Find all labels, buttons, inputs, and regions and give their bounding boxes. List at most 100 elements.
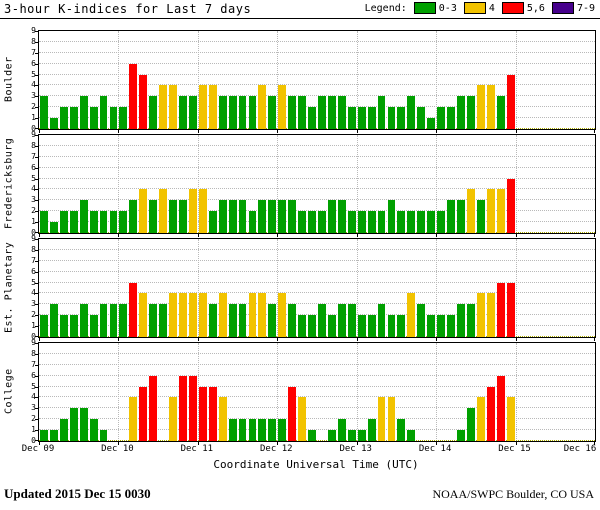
k-index-bar [496,189,505,233]
day-gridline [277,135,279,233]
k-index-bar [318,96,326,129]
day-gridline [118,239,120,337]
y-tick-label: 2 [31,310,36,320]
k-index-bar [268,200,277,233]
x-tick [277,233,279,237]
y-tick [35,315,39,317]
k-index-bar [318,304,326,337]
k-index-bar [457,200,465,233]
k-index-bar [79,200,88,233]
k-index-bar [238,200,247,233]
k-index-bar [337,96,346,129]
k-index-bar [407,430,416,441]
k-index-bar [288,96,297,129]
x-tick [515,441,517,445]
h-gridline [39,363,595,365]
x-axis-labels: Dec 09 Dec 10 Dec 11 Dec 12 Dec 13 Dec 14 Dec … [0,444,600,456]
y-tick [35,364,39,366]
y-tick [35,128,39,129]
k-index-bar [198,386,207,441]
y-tick-label: 3 [31,299,36,309]
k-index-bar [69,315,78,337]
y-tick [35,167,39,169]
k-index-bar [308,430,316,441]
x-tick [39,233,40,237]
k-index-bar [139,293,148,337]
legend-text-yellow: 4 [488,2,495,14]
day-gridline [197,135,199,233]
k-index-bar [228,419,237,441]
k-index-bar [188,293,197,337]
x-tick [515,337,517,341]
y-tick-label: 2 [31,102,36,112]
k-index-bar [387,397,396,441]
k-index-bar [119,211,128,233]
k-index-bar [278,85,287,129]
k-index-bar [397,107,406,129]
x-tick [197,337,199,341]
x-tick [118,233,120,237]
h-gridline [39,429,595,431]
y-tick-label: 8 [31,140,36,150]
k-index-bar [99,430,108,441]
day-gridline [436,31,438,129]
legend-swatch-green [413,2,436,14]
k-index-bar [40,211,48,233]
k-index-bar [476,397,485,441]
y-tick [35,31,39,32]
k-index-bar [417,107,426,129]
y-tick-label: 2 [31,414,36,424]
x-tick-label: Dec 16 [563,444,597,454]
x-tick-label: Dec 13 [339,444,372,454]
y-tick-label: 1 [31,113,36,123]
y-tick [35,96,39,98]
k-index-bar [179,293,187,337]
x-tick [356,337,358,341]
k-index-bar [387,200,396,233]
h-gridline [39,51,595,53]
k-index-bar [486,189,495,233]
updated-text: Updated 2015 Dec 15 0030 [4,486,151,502]
y-tick-label: 0 [31,228,36,237]
k-index-bar [198,85,207,129]
x-tick [39,337,40,341]
k-index-bar [407,293,416,337]
k-index-bar [397,315,406,337]
x-tick [594,129,595,133]
k-index-bar [149,375,158,441]
zero-baseline [39,336,595,337]
k-index-bar [248,96,257,129]
k-index-bar [49,304,58,337]
day-gridline [515,31,517,129]
y-tick-label: 5 [31,277,36,287]
h-gridline [39,385,595,387]
k-index-bar [198,293,207,337]
y-tick [35,74,39,76]
k-index-bar [89,315,98,337]
x-tick [197,129,199,133]
k-index-bar [79,408,88,441]
k-index-bar [268,96,277,129]
y-tick [35,52,39,54]
y-tick-label: 4 [31,184,36,194]
h-gridline [39,374,595,376]
k-index-bar [387,107,396,129]
k-index-bar [89,419,98,441]
y-tick-label: 8 [31,36,36,46]
station-label-college: College [3,368,15,414]
y-tick [35,271,39,273]
x-tick-label: Dec 14 [418,444,452,454]
k-index-bar [427,315,436,337]
x-tick-label: Dec 10 [101,444,134,454]
k-index-bar [258,293,267,337]
k-index-bar [397,419,406,441]
k-index-bar [337,200,346,233]
y-tick [35,343,39,344]
k-index-bar [298,397,307,441]
k-index-bar [496,96,505,129]
x-tick [356,129,358,133]
y-tick [35,430,39,432]
